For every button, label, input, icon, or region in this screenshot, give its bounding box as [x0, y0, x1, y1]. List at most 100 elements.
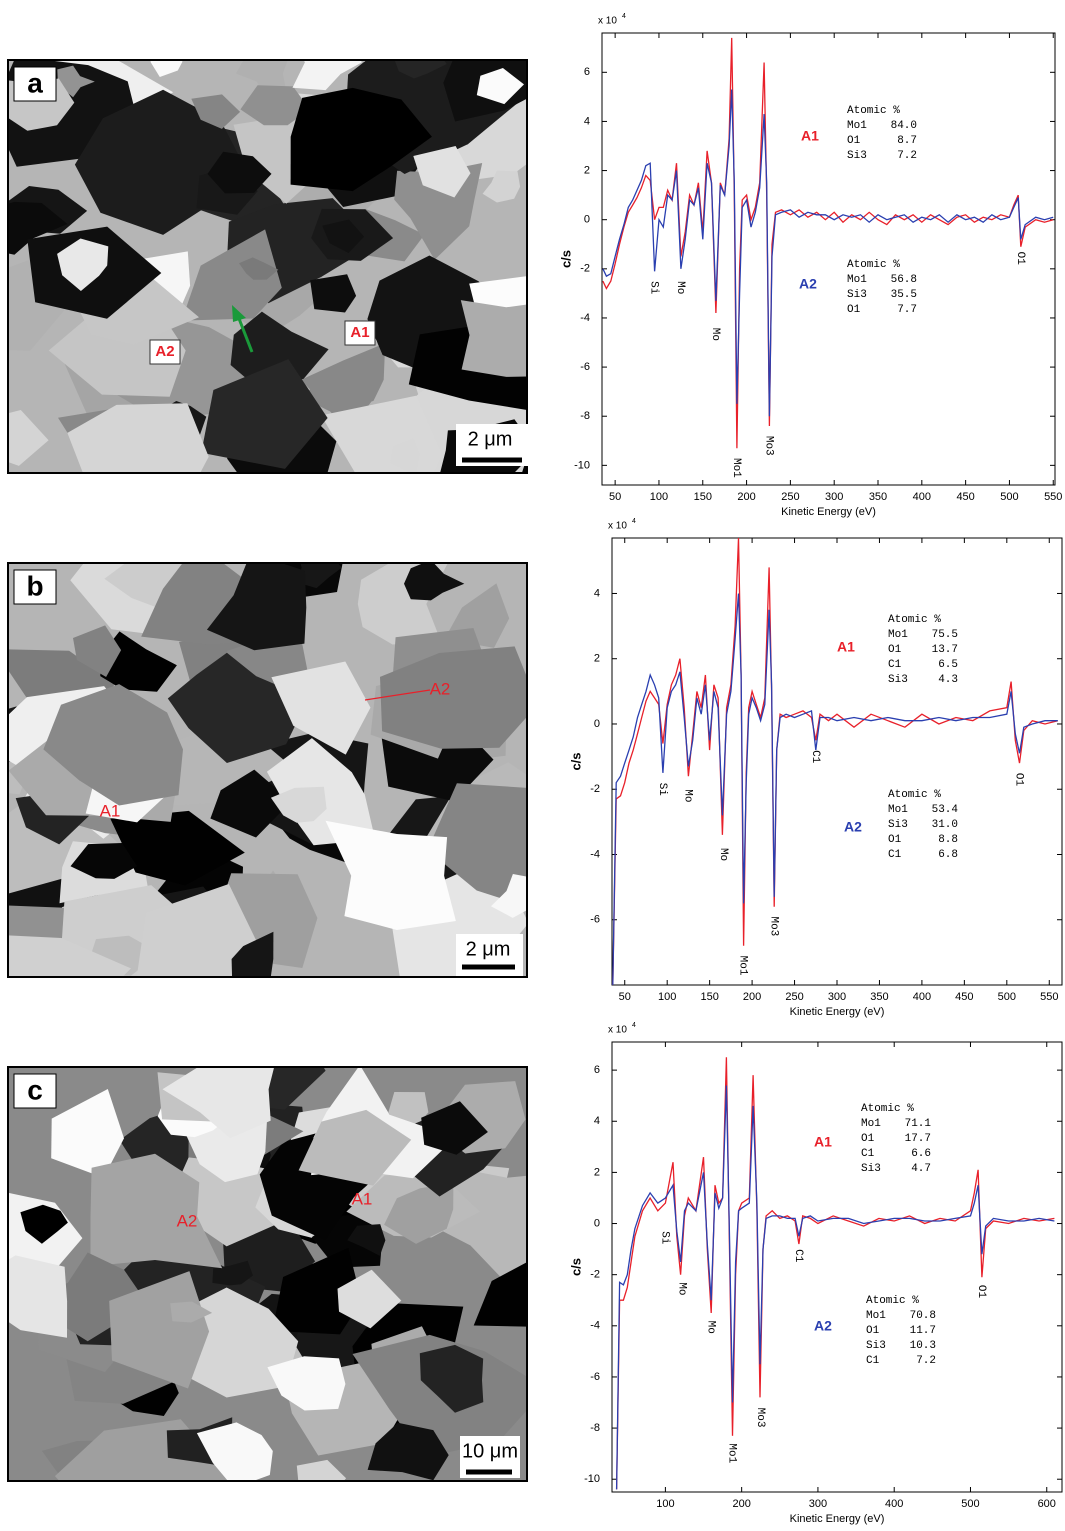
grain	[110, 810, 245, 886]
x-tick-label: 50	[609, 491, 621, 503]
grain	[297, 563, 342, 589]
element-percent: 56.8	[891, 274, 917, 286]
grain	[43, 684, 184, 806]
element-percent: 7.2	[897, 150, 917, 162]
x-tick-label: 150	[694, 491, 712, 503]
panel-letter-box	[13, 66, 57, 102]
x-tick-label: 250	[785, 991, 803, 1003]
grain	[8, 1255, 68, 1338]
peak-label: Mo	[674, 281, 686, 294]
region-label: A1	[352, 1189, 373, 1208]
composition-title: Atomic %	[847, 105, 900, 117]
peak-label: Mo1	[737, 956, 749, 976]
y-tick-label: 2	[594, 1166, 600, 1178]
grain	[298, 1109, 412, 1186]
peak-label: Mo1	[730, 458, 742, 478]
y-tick-label: 4	[594, 1115, 600, 1127]
grain	[8, 410, 49, 466]
grain	[290, 87, 432, 192]
x-tick-label: 300	[809, 1498, 827, 1510]
peak-label: Mo	[717, 848, 729, 861]
grain	[170, 1301, 213, 1323]
grain	[206, 563, 307, 651]
region-label-box	[149, 339, 181, 365]
composition-title: Atomic %	[847, 259, 900, 271]
element-percent: 7.2	[916, 1355, 936, 1367]
y-tick-label: 6	[584, 66, 590, 78]
plot-frame	[601, 32, 1056, 486]
x-tick-label: 400	[913, 491, 931, 503]
grain	[57, 238, 109, 291]
grain	[191, 94, 241, 129]
x-axis-label: Kinetic Energy (eV)	[790, 1006, 885, 1018]
element-percent: 11.7	[910, 1325, 936, 1337]
panel-letter-box	[13, 1073, 57, 1109]
grain	[136, 884, 259, 977]
y-tick-label: -4	[580, 312, 590, 324]
spectrum-line	[615, 1085, 1055, 1490]
x-tick-label: 200	[743, 991, 761, 1003]
spectrum-line	[602, 89, 1054, 417]
grain	[394, 60, 447, 79]
element-name: O1	[847, 304, 861, 316]
grain	[482, 170, 521, 203]
grain	[267, 1356, 346, 1411]
grain	[231, 931, 274, 977]
arrow	[236, 315, 254, 353]
element-name: O1	[847, 135, 861, 147]
element-name: O1	[888, 644, 902, 656]
grain	[51, 1089, 125, 1178]
x-tick-label: 450	[956, 491, 974, 503]
grain	[473, 1262, 527, 1327]
grain	[367, 1422, 449, 1481]
scale-label: 2 μm	[466, 938, 511, 960]
grain	[230, 311, 329, 391]
y-tick-label: -8	[580, 410, 590, 422]
y-tick-label: -10	[574, 459, 590, 471]
region-label: A1	[350, 324, 369, 341]
element-percent: 84.0	[891, 120, 917, 132]
peak-label: Mo	[682, 789, 694, 802]
grain	[460, 300, 527, 377]
y-axis-label: c/s	[568, 752, 583, 770]
x-tick-label: 500	[998, 991, 1016, 1003]
grain	[301, 343, 386, 414]
region-label: A2	[814, 1318, 832, 1334]
element-name: C1	[861, 1148, 875, 1160]
element-name: Mo1	[866, 1310, 886, 1322]
y-tick-label: -8	[590, 1422, 600, 1434]
y-tick-label: 2	[584, 164, 590, 176]
micrograph-frame	[7, 562, 528, 978]
peak-label: Mo	[675, 1282, 687, 1295]
x-tick-label: 250	[781, 491, 799, 503]
grain	[240, 85, 310, 126]
region-label: A1	[837, 639, 855, 655]
element-percent: 7.7	[897, 304, 917, 316]
region-label: A1	[814, 1134, 832, 1150]
element-percent: 6.5	[938, 659, 958, 671]
composition-title: Atomic %	[866, 1295, 919, 1307]
grain	[20, 1204, 68, 1244]
region-label-box	[344, 320, 376, 346]
element-percent: 31.0	[932, 819, 958, 831]
x-tick-label: 150	[700, 991, 718, 1003]
grain	[73, 625, 122, 677]
x-tick-label: 400	[885, 1498, 903, 1510]
y-multiplier: x 10	[608, 521, 627, 532]
element-name: Mo1	[847, 274, 867, 286]
grain	[325, 820, 456, 930]
composition-title: Atomic %	[861, 1103, 914, 1115]
grain	[8, 201, 68, 255]
grain	[150, 60, 183, 77]
grain	[70, 843, 138, 879]
spectrum-line	[602, 37, 1054, 449]
y-tick-label: 4	[594, 587, 600, 599]
element-percent: 8.8	[938, 834, 958, 846]
grain	[310, 274, 357, 313]
element-name: Si3	[861, 1163, 881, 1175]
grain	[427, 783, 527, 907]
x-tick-label: 200	[737, 491, 755, 503]
spectrum-line	[612, 537, 1058, 986]
grain	[292, 60, 362, 91]
panel-letter: a	[27, 67, 43, 98]
